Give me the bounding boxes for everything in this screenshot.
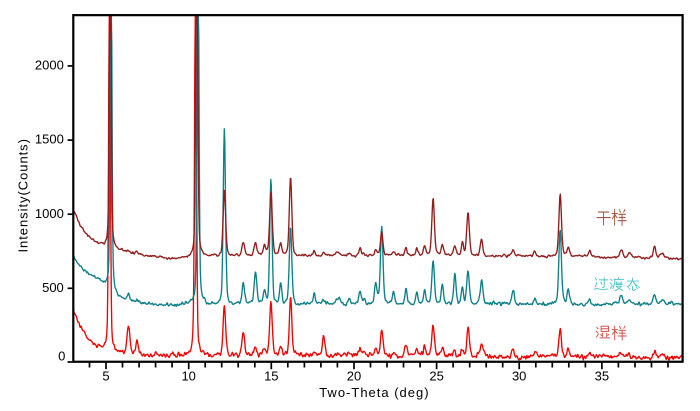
svg-text:15: 15 [264, 369, 278, 384]
svg-text:Two-Theta (deg): Two-Theta (deg) [319, 385, 429, 400]
svg-text:Intensity(Counts): Intensity(Counts) [16, 138, 31, 252]
svg-text:5: 5 [102, 369, 109, 384]
svg-text:10: 10 [181, 369, 195, 384]
svg-text:20: 20 [347, 369, 361, 384]
svg-text:35: 35 [595, 369, 609, 384]
svg-text:25: 25 [429, 369, 443, 384]
svg-text:1500: 1500 [35, 132, 64, 147]
svg-text:2000: 2000 [35, 58, 64, 73]
svg-text:1000: 1000 [35, 206, 64, 221]
svg-text:0: 0 [58, 348, 65, 363]
svg-text:500: 500 [42, 280, 64, 295]
svg-text:30: 30 [512, 369, 526, 384]
